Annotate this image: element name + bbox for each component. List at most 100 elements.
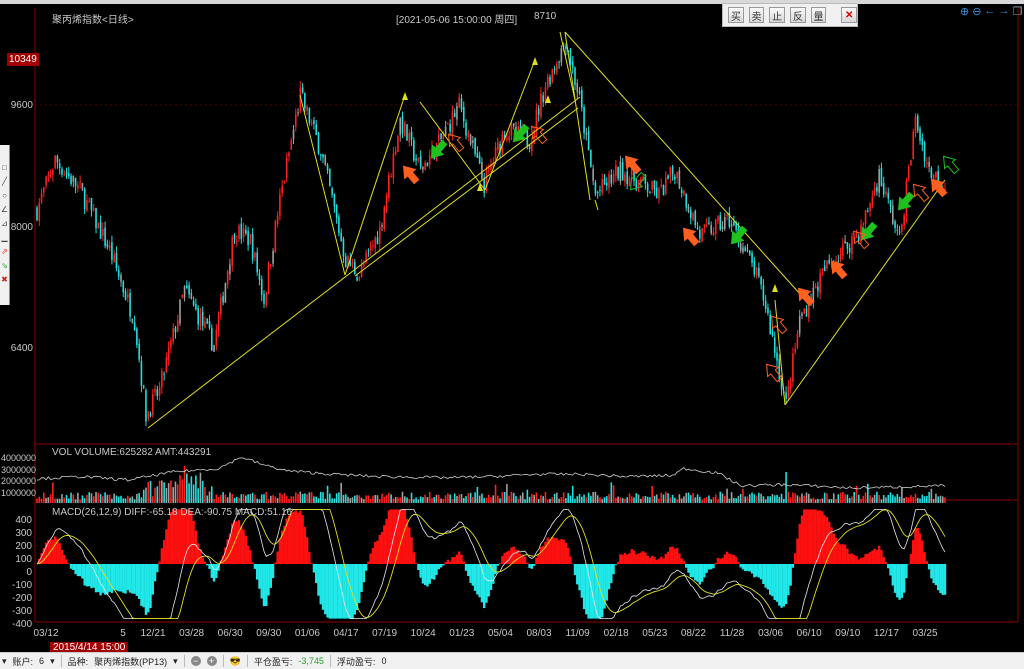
macd-histogram-bar — [936, 564, 940, 591]
candle-body — [70, 175, 72, 184]
candle-body — [878, 169, 880, 193]
volume-bar — [58, 498, 61, 503]
zoom-out-icon[interactable]: ⊖ — [972, 6, 982, 18]
account-select[interactable]: 6 — [39, 656, 45, 666]
sell-arrow-tool-icon[interactable]: ⇘ — [1, 261, 8, 270]
dropdown-icon[interactable]: ▾ — [2, 655, 7, 666]
macd-histogram-bar — [834, 537, 838, 564]
candle-body — [869, 203, 871, 212]
candle-body — [385, 195, 388, 211]
volume-bar — [733, 497, 735, 503]
volume-bar — [882, 495, 885, 503]
macd-histogram-bar — [74, 564, 77, 575]
close-orders-button[interactable]: ✕ — [841, 7, 858, 23]
macd-histogram-bar — [128, 564, 132, 593]
candle-body — [351, 263, 354, 265]
candle-body — [363, 264, 365, 266]
macd-histogram-bar — [419, 564, 422, 578]
volume-bar — [176, 484, 179, 503]
volume-bar — [839, 492, 842, 503]
macd-histogram-bar — [821, 511, 824, 564]
candle-body — [880, 167, 883, 187]
rectangle-tool-icon[interactable]: □ — [2, 163, 7, 172]
volume-bar — [435, 494, 438, 503]
volume-bar — [77, 492, 79, 503]
macd-histogram-bar — [88, 564, 91, 587]
trend-line — [564, 31, 801, 295]
volume-bar — [385, 494, 388, 503]
candle-body — [267, 264, 270, 292]
chart-canvas[interactable] — [0, 4, 1024, 652]
candle-body — [537, 108, 540, 115]
zoom-in-icon[interactable]: ⊕ — [960, 6, 970, 18]
candle-body — [308, 107, 311, 124]
macd-histogram-bar — [478, 564, 481, 598]
macd-histogram-bar — [344, 564, 347, 619]
x-axis-label: 07/19 — [372, 628, 398, 639]
hline-tool-icon[interactable]: ▁ — [1, 233, 8, 242]
chart-area[interactable]: 聚丙烯指数<日线> [2021-05-06 15:00:00 周四] 8710 … — [0, 4, 1024, 653]
stop-button[interactable]: 止 — [769, 7, 786, 23]
macd-histogram-bar — [299, 510, 302, 564]
candle-body — [161, 371, 163, 388]
line-tool-icon[interactable]: ╱ — [2, 177, 7, 186]
fib-tool-icon[interactable]: ⊿ — [1, 219, 8, 228]
candle-body — [603, 178, 606, 185]
sell-arrow-icon — [731, 225, 748, 245]
chevron-down-icon[interactable]: ▾ — [50, 655, 55, 666]
candle-body — [235, 240, 238, 242]
ellipse-tool-icon[interactable]: ○ — [2, 191, 7, 200]
buy-button[interactable]: 买 — [728, 7, 744, 23]
restore-icon[interactable]: ❐ — [1012, 6, 1023, 18]
volume-bar — [499, 498, 501, 503]
quantity-button[interactable]: 量 — [810, 7, 827, 23]
arrow-shape — [630, 171, 647, 191]
volume-bar — [621, 498, 624, 503]
arrow-shape — [731, 225, 748, 245]
volume-bar — [49, 494, 52, 503]
erase-tool-icon[interactable]: ✖ — [1, 275, 8, 284]
candle-body — [653, 180, 656, 190]
minus-icon[interactable]: − — [190, 656, 201, 666]
arrow-left-icon[interactable]: ← — [984, 5, 996, 17]
macd-histogram-bar — [507, 550, 511, 564]
divider — [60, 655, 62, 667]
chevron-down-icon[interactable]: ▾ — [173, 655, 178, 666]
candle-body — [930, 168, 933, 178]
macd-histogram-bar — [446, 559, 450, 564]
sell-button[interactable]: 卖 — [748, 7, 765, 23]
volume-bar — [338, 492, 340, 503]
macd-histogram-bar — [330, 564, 334, 619]
volume-bar — [878, 495, 880, 503]
macd-histogram-bar — [682, 561, 686, 564]
symbol-select[interactable]: 聚丙烯指数(PP13) — [94, 656, 168, 667]
candle-body — [426, 162, 429, 167]
volume-bar — [306, 494, 308, 503]
plus-icon[interactable]: + — [206, 656, 217, 666]
macd-histogram-bar — [167, 519, 170, 564]
candle-body — [460, 98, 463, 110]
candle-body — [730, 224, 733, 227]
macd-histogram-bar — [208, 564, 211, 569]
arrow-right-icon[interactable]: → — [998, 5, 1010, 17]
volume-bar — [535, 492, 538, 503]
volume-bar — [789, 497, 792, 503]
trendline-tool-icon[interactable]: ∠ — [0, 205, 9, 214]
arrow-shape — [798, 287, 815, 307]
buy-arrow-tool-icon[interactable]: ⇗ — [1, 247, 8, 256]
candle-body — [528, 144, 531, 150]
volume-bar — [47, 497, 50, 503]
macd-histogram-bar — [637, 553, 640, 564]
candle-body — [354, 262, 356, 275]
candle-body — [701, 228, 703, 242]
volume-bar — [851, 496, 853, 503]
volume-bar — [354, 495, 356, 503]
candle-body — [183, 286, 186, 298]
reverse-button[interactable]: 反 — [790, 7, 806, 23]
volume-bar — [601, 499, 604, 503]
volume-bar — [753, 494, 756, 503]
macd-histogram-bar — [224, 547, 227, 564]
sunglasses-icon[interactable]: 😎 — [229, 655, 241, 666]
macd-histogram-bar — [850, 553, 854, 564]
volume-bar — [276, 498, 279, 503]
